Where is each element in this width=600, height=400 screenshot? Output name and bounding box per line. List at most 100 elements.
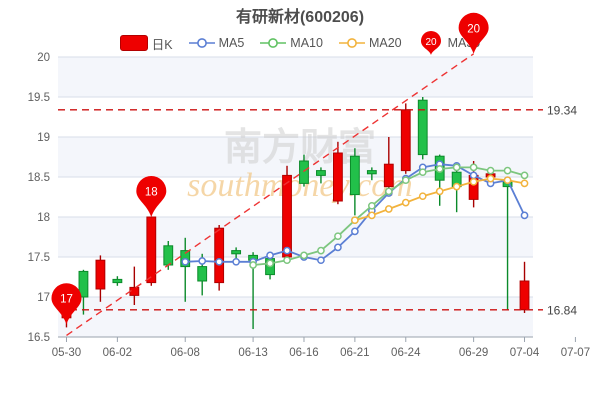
ma-point-ma5 [215,257,224,266]
ma-point-ma10 [435,165,444,173]
x-axis-tick-label: 06-02 [103,347,132,359]
ma-point-ma10 [503,166,512,175]
trend-line [66,53,475,336]
ma-point-ma10 [469,163,478,172]
legend-label-ma10: MA10 [290,36,323,50]
ma-point-ma10 [266,259,274,268]
pin-shape [136,176,167,217]
ma-point-ma10 [249,261,257,269]
grid-band [58,217,533,257]
circle-line-icon [260,36,287,50]
candle-body[interactable] [231,250,242,255]
pin-label: 17 [60,294,73,306]
annotation-pin[interactable]: 18 [136,176,167,217]
x-axis-tick-label: 06-16 [289,347,318,359]
ma-point-ma5 [266,251,274,260]
x-axis-tick-label: 06-29 [459,347,488,359]
x-axis-tick-label: 06-08 [171,347,200,359]
x-axis-tick-label: 06-21 [340,347,369,359]
ma-point-ma20 [486,174,495,183]
candle-icon [119,35,148,51]
y-axis-tick-label: 19.5 [28,92,50,104]
legend-label-k: 日K [151,37,173,52]
page-title: 有研新材(600206) [235,9,365,26]
x-axis-tick-label: 06-13 [238,347,267,359]
y-axis-tick-label: 18.5 [28,172,50,184]
candle-body[interactable] [146,216,157,284]
ma-point-ma10 [283,256,291,265]
ma-point-ma10 [384,187,393,196]
candle-body[interactable] [333,152,343,202]
ma-point-ma20 [435,187,444,196]
ma-point-ma20 [469,177,478,186]
pin-shape [458,12,489,54]
candle-body[interactable] [383,163,394,188]
ma-point-ma20 [351,216,359,225]
ma-point-ma20 [418,192,427,201]
ma-point-ma5 [469,171,478,180]
x-axis-tick-label: 07-04 [510,347,540,359]
ma-point-ma10 [300,251,308,260]
ma-point-ma10 [401,176,410,185]
circle-line-icon [188,36,215,50]
price-hline-label: 16.84 [547,303,577,317]
ma-point-ma20 [520,179,529,188]
circle-line-icon [338,36,365,50]
pin-label: 20 [467,23,480,35]
pin-label: 18 [145,187,158,199]
legend-item-ma20[interactable]: MA20 [338,36,402,50]
candle-body[interactable] [519,280,530,311]
x-axis-tick-label: 07-07 [561,347,590,359]
ma-point-ma10 [367,201,376,210]
annotation-pin[interactable]: 17 [51,283,82,325]
y-axis-tick-label: 18 [37,212,50,224]
legend-label-ma5: MA5 [218,36,245,50]
candle-body[interactable] [417,99,428,156]
ma-point-ma10 [334,232,342,241]
ma-point-ma20 [384,205,393,213]
candle-body[interactable] [299,160,309,184]
ma-point-ma20 [503,176,512,185]
grid-band [58,57,533,97]
x-axis-tick-label: 05-30 [52,347,81,359]
legend-item-k[interactable]: 日K [119,34,173,53]
legend-label-ma20: MA20 [368,36,402,50]
grid-band [58,137,533,177]
y-axis-tick-label: 17 [37,292,50,304]
y-axis-tick-label: 20 [37,52,50,64]
candle-body[interactable] [400,109,411,172]
candle-body[interactable] [163,245,174,266]
ma-point-ma20 [367,211,376,220]
legend-item-ma5[interactable]: MA5 [188,36,245,50]
y-axis-tick-label: 17.5 [28,252,50,264]
grid-band [58,297,533,337]
ma-point-ma5 [232,257,240,266]
candle-body[interactable] [214,227,225,284]
legend-item-ma10[interactable]: MA10 [260,36,323,50]
price-hline-label: 19.34 [547,103,577,117]
candle-body[interactable] [197,266,208,282]
candle-body[interactable] [349,155,360,196]
ma-point-ma5 [351,227,359,236]
ma-point-ma10 [317,246,325,255]
ma-point-ma20 [452,182,461,191]
ma-point-ma10 [520,171,529,180]
candle-body[interactable] [282,174,292,258]
ma-point-ma10 [418,168,427,177]
ma-point-ma10 [486,166,495,175]
candle-body[interactable] [112,278,123,284]
ma-point-ma5 [181,257,190,266]
y-axis-tick-label: 19 [37,132,50,144]
candle-body[interactable] [95,259,106,290]
ma-point-ma5 [334,243,342,252]
ma-point-ma5 [520,211,529,220]
candle-body[interactable] [78,270,89,298]
x-axis-tick-label: 06-24 [391,347,421,359]
candle-body[interactable] [366,170,377,175]
annotation-pin[interactable]: 20 [458,12,489,54]
candle-body[interactable] [316,170,326,176]
ma-point-ma20 [401,198,410,207]
map-pin-icon: 20 [418,30,444,56]
